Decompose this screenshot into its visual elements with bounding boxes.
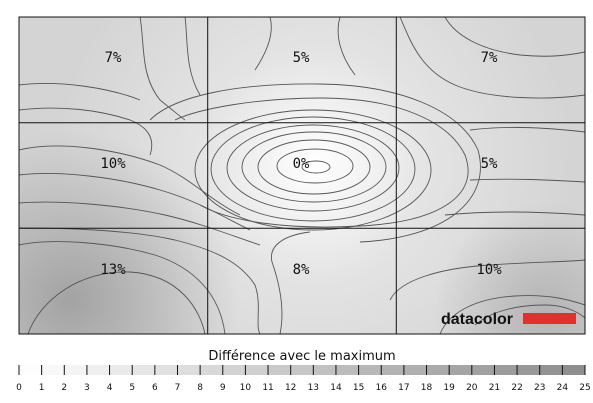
cell-label-0-1: 5% <box>293 50 310 66</box>
legend-tick-label: 21 <box>489 383 500 393</box>
legend-tick-label: 20 <box>466 383 478 393</box>
legend-tick-label: 7 <box>175 383 181 393</box>
legend-segment <box>177 365 201 375</box>
legend-tick-label: 16 <box>376 383 388 393</box>
legend-segment <box>64 365 87 375</box>
legend-segment <box>222 365 246 375</box>
legend-segment <box>313 365 336 375</box>
legend-tick-label: 10 <box>240 383 252 393</box>
heatmap-surface <box>19 17 585 334</box>
cell-labels: 7% 5% 7% 10% 0% 5% 13% 8% 10% <box>100 50 502 278</box>
legend-tick-label: 13 <box>308 383 319 393</box>
legend-segment <box>381 365 404 375</box>
datacolor-logo: datacolor <box>441 311 576 328</box>
legend-segment <box>358 365 382 375</box>
legend-tick-label: 19 <box>443 383 455 393</box>
legend-segment <box>290 365 314 375</box>
legend-tick-label: 15 <box>353 383 364 393</box>
legend-segment <box>245 365 269 375</box>
legend-tick-label: 3 <box>84 383 90 393</box>
legend-segment <box>449 365 472 375</box>
legend-segment <box>562 365 585 375</box>
legend-tick-label: 18 <box>421 383 433 393</box>
legend-tick-label: 24 <box>557 383 569 393</box>
legend-tick-label: 17 <box>398 383 409 393</box>
legend-segment <box>19 365 42 375</box>
legend-tick-label: 25 <box>579 383 590 393</box>
legend-tick-label: 9 <box>220 383 226 393</box>
legend-tick-label: 22 <box>511 383 522 393</box>
legend-ticks: 0 1 2 3 4 5 6 7 8 9 10 11 12 13 14 15 16 17 18 19 20 21 22 23 24… <box>16 365 591 393</box>
legend-segment <box>335 365 359 375</box>
legend-segment <box>268 365 291 375</box>
legend-tick-label: 12 <box>285 383 296 393</box>
legend-tick-label: 11 <box>262 383 273 393</box>
legend-tick-label: 4 <box>107 383 113 393</box>
legend-segment <box>471 365 495 375</box>
cell-label-0-0: 7% <box>105 50 122 66</box>
cell-label-1-0: 10% <box>100 156 126 172</box>
legend-tick-label: 8 <box>197 383 203 393</box>
legend-segment <box>86 365 110 375</box>
legend-segment <box>539 365 563 375</box>
cell-label-1-2: 5% <box>481 156 498 172</box>
legend-segment <box>403 365 427 375</box>
legend-segment <box>132 365 155 375</box>
legend-segment <box>109 365 133 375</box>
legend-segment <box>41 365 65 375</box>
legend-tick-label: 2 <box>61 383 67 393</box>
legend-segment <box>154 365 178 375</box>
legend-segment <box>517 365 540 375</box>
legend-tick-label: 14 <box>330 383 342 393</box>
contour-lines <box>19 17 585 334</box>
legend-tick-label: 0 <box>16 383 22 393</box>
brand-bar <box>523 313 576 324</box>
brand-name: datacolor <box>441 311 513 328</box>
grid <box>18 16 586 335</box>
cell-label-2-2: 10% <box>476 262 502 278</box>
legend-segment <box>200 365 223 375</box>
legend-tick-label: 1 <box>39 383 45 393</box>
cell-label-2-1: 8% <box>293 262 310 278</box>
legend-tick-label: 23 <box>534 383 545 393</box>
legend-segment <box>494 365 518 375</box>
legend-segment <box>426 365 450 375</box>
cell-label-0-2: 7% <box>481 50 498 66</box>
cell-label-2-0: 13% <box>100 262 126 278</box>
cell-label-1-1: 0% <box>293 156 310 172</box>
legend-title: Différence avec le maximum <box>208 349 395 364</box>
legend-color-scale <box>19 365 585 375</box>
legend-tick-label: 5 <box>129 383 135 393</box>
legend-tick-label: 6 <box>152 383 158 393</box>
